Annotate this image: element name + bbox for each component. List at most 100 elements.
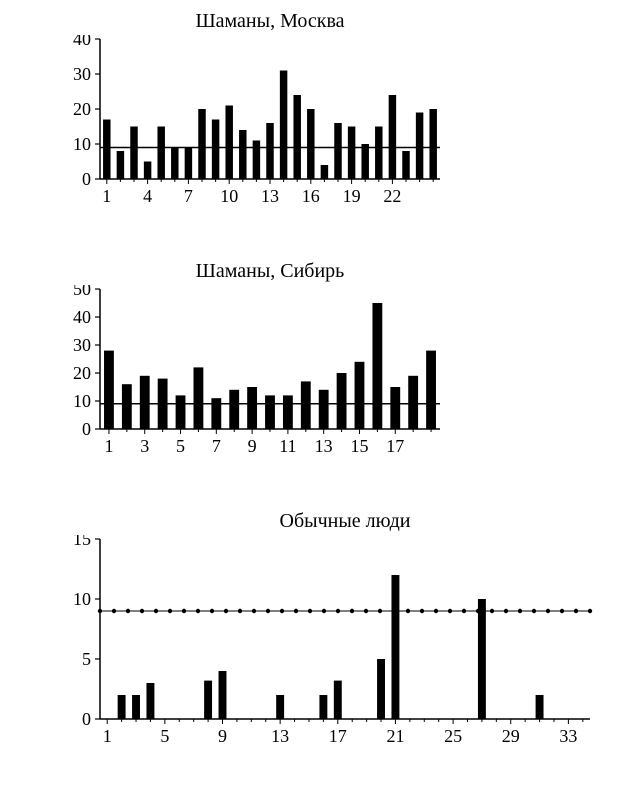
svg-text:9: 9 <box>248 436 257 456</box>
bar <box>276 695 284 719</box>
bar <box>391 575 399 719</box>
bar <box>334 123 341 179</box>
bar <box>337 373 347 429</box>
bar <box>348 127 355 180</box>
bar <box>103 120 110 180</box>
bar <box>253 141 260 180</box>
svg-text:50: 50 <box>73 285 91 299</box>
bar <box>130 127 137 180</box>
chart-siberia: Шаманы, Сибирь010203040501357911131517 <box>40 260 460 460</box>
bar <box>536 695 544 719</box>
chart-title: Шаманы, Москва <box>100 10 440 33</box>
bar <box>198 109 205 179</box>
bar <box>389 95 396 179</box>
bar <box>211 398 221 429</box>
chart-title: Обычные люди <box>100 510 590 533</box>
svg-text:30: 30 <box>73 335 91 355</box>
bar <box>118 695 126 719</box>
bar <box>266 123 273 179</box>
bar <box>247 387 257 429</box>
bar <box>402 151 409 179</box>
bar <box>194 367 204 429</box>
svg-text:13: 13 <box>261 186 279 206</box>
svg-text:1: 1 <box>102 186 111 206</box>
bar <box>377 659 385 719</box>
svg-text:40: 40 <box>73 307 91 327</box>
bar <box>319 390 329 429</box>
svg-text:1: 1 <box>103 726 112 746</box>
bar <box>426 351 436 429</box>
bar <box>176 395 186 429</box>
svg-text:15: 15 <box>350 436 368 456</box>
bar <box>355 362 365 429</box>
bar <box>293 95 300 179</box>
svg-text:0: 0 <box>82 169 91 189</box>
bar <box>225 106 232 180</box>
svg-text:25: 25 <box>444 726 462 746</box>
bar <box>429 109 436 179</box>
bar <box>144 162 151 180</box>
svg-text:21: 21 <box>386 726 404 746</box>
svg-text:13: 13 <box>271 726 289 746</box>
bar <box>408 376 418 429</box>
svg-text:0: 0 <box>82 419 91 439</box>
svg-text:5: 5 <box>82 649 91 669</box>
bar <box>117 151 124 179</box>
svg-text:17: 17 <box>329 726 347 746</box>
bar <box>319 695 327 719</box>
bar <box>334 681 342 719</box>
bar <box>390 387 400 429</box>
bar <box>132 695 140 719</box>
svg-text:16: 16 <box>302 186 320 206</box>
chart-svg: 010203040501357911131517 <box>40 285 460 461</box>
bar <box>157 127 164 180</box>
svg-text:1: 1 <box>104 436 113 456</box>
svg-text:9: 9 <box>218 726 227 746</box>
bar <box>229 390 239 429</box>
svg-text:7: 7 <box>184 186 193 206</box>
chart-svg: 051015159131721252933 <box>40 535 600 771</box>
svg-text:33: 33 <box>559 726 577 746</box>
svg-text:0: 0 <box>82 709 91 729</box>
bar <box>104 351 114 429</box>
svg-text:20: 20 <box>73 99 91 119</box>
chart-moscow: Шаманы, Москва 0 10 20 30 40 1 4 7 10 13 16 19 22 <box>40 10 460 210</box>
bar <box>171 148 178 180</box>
svg-text:5: 5 <box>160 726 169 746</box>
bar <box>265 395 275 429</box>
bar <box>122 384 132 429</box>
bar <box>321 165 328 179</box>
svg-text:10: 10 <box>220 186 238 206</box>
bar <box>307 109 314 179</box>
bar <box>219 671 227 719</box>
chart-ordinary: Обычные люди051015159131721252933 <box>40 510 600 770</box>
bar <box>372 303 382 429</box>
bar <box>204 681 212 719</box>
bar <box>239 130 246 179</box>
svg-text:19: 19 <box>343 186 361 206</box>
bar <box>212 120 219 180</box>
bar <box>158 379 168 429</box>
bar <box>146 683 154 719</box>
bar <box>140 376 150 429</box>
svg-text:40: 40 <box>73 35 91 49</box>
bar <box>416 113 423 180</box>
svg-text:30: 30 <box>73 64 91 84</box>
svg-text:3: 3 <box>140 436 149 456</box>
svg-text:10: 10 <box>73 134 91 154</box>
svg-text:13: 13 <box>315 436 333 456</box>
bar <box>301 381 311 429</box>
svg-text:11: 11 <box>279 436 296 456</box>
bar <box>283 395 293 429</box>
svg-text:5: 5 <box>176 436 185 456</box>
svg-text:22: 22 <box>383 186 401 206</box>
svg-text:4: 4 <box>143 186 152 206</box>
svg-text:15: 15 <box>73 535 91 549</box>
chart-title: Шаманы, Сибирь <box>100 260 440 283</box>
svg-text:10: 10 <box>73 589 91 609</box>
bar <box>185 148 192 180</box>
svg-text:29: 29 <box>502 726 520 746</box>
bar <box>280 71 287 180</box>
svg-text:7: 7 <box>212 436 221 456</box>
chart-svg: 0 10 20 30 40 1 4 7 10 13 16 19 22 <box>40 35 460 211</box>
